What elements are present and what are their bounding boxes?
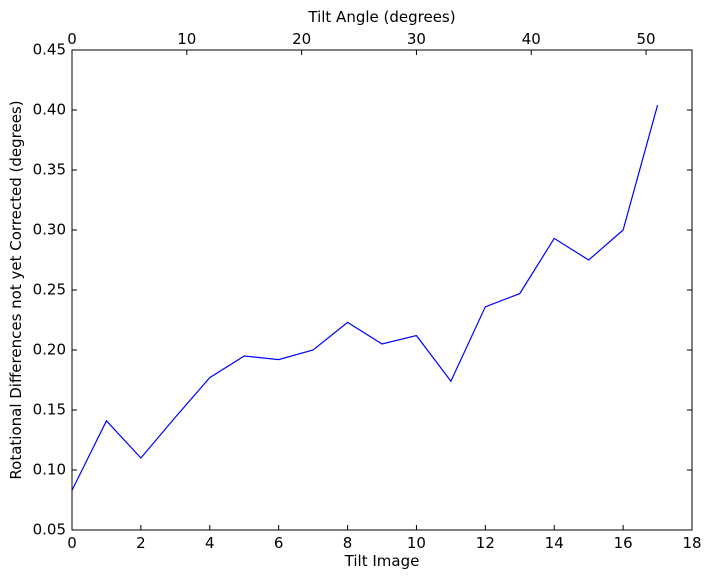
x-tick-label: 8 (343, 534, 353, 552)
x2-tick-label: 30 (407, 30, 426, 48)
series-group (71, 105, 659, 491)
y-tick-label: 0.15 (33, 401, 66, 419)
x2-tick-label: 0 (67, 30, 77, 48)
y-tick-label: 0.10 (33, 461, 66, 479)
series-line (71, 105, 659, 491)
y-tick-label: 0.25 (33, 281, 66, 299)
y-tick-label: 0.35 (33, 161, 66, 179)
x2-axis-title: Tilt Angle (degrees) (307, 8, 455, 26)
y-tick-label: 0.30 (33, 221, 66, 239)
x-tick-label: 4 (205, 534, 215, 552)
x-tick-label: 16 (614, 534, 633, 552)
y-tick-label: 0.45 (33, 41, 66, 59)
x-tick-label: 2 (136, 534, 146, 552)
x-tick-label: 18 (682, 534, 701, 552)
x-tick-label: 0 (67, 534, 77, 552)
x-axis-title: Tilt Image (344, 552, 420, 570)
x2-tick-label: 50 (637, 30, 656, 48)
y-axis-title: Rotational Differences not yet Corrected… (7, 100, 25, 479)
x-tick-label: 14 (545, 534, 564, 552)
x2-tick-label: 40 (522, 30, 541, 48)
plot-frame (71, 49, 693, 531)
y-tick-label: 0.40 (33, 101, 66, 119)
x2-tick-label: 10 (177, 30, 196, 48)
tick-labels: 0 2 4 6 8 10 12 14 16 18 0 10 20 30 40 50 0.05 0.10 0.15 0.… (33, 30, 702, 552)
y-tick-label: 0.20 (33, 341, 66, 359)
x2-tick-label: 20 (292, 30, 311, 48)
x-tick-label: 6 (274, 534, 284, 552)
x-tick-label: 12 (476, 534, 495, 552)
x-tick-label: 10 (407, 534, 426, 552)
plot-background (72, 50, 692, 530)
y-tick-label: 0.05 (33, 521, 66, 539)
